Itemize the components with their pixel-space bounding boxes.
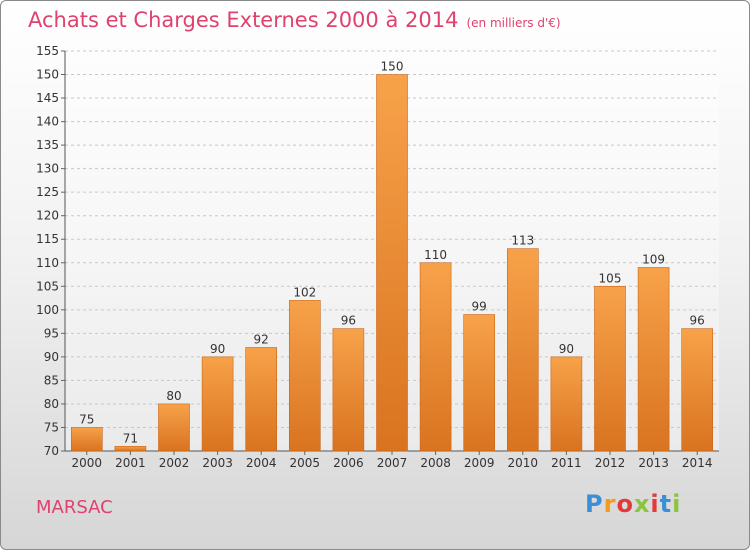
y-tick-label: 80 [44, 397, 59, 411]
x-tick-label: 2008 [420, 456, 451, 470]
chart-title: Achats et Charges Externes 2000 à 2014 [28, 8, 459, 32]
bar [550, 356, 583, 452]
data-label: 150 [381, 60, 404, 74]
bar [332, 328, 365, 452]
y-tick-label: 70 [44, 444, 59, 458]
bar [594, 285, 626, 452]
x-tick-label: 2003 [202, 456, 233, 470]
x-tick-label: 2001 [115, 456, 146, 470]
y-tick-label: 125 [36, 185, 59, 199]
data-label: 90 [210, 342, 225, 356]
y-tick-label: 75 [44, 420, 59, 434]
y-tick-label: 155 [36, 44, 59, 58]
y-tick-label: 110 [36, 256, 59, 270]
chart-unit: (en milliers d'€) [466, 16, 561, 30]
data-label: 75 [79, 412, 94, 426]
x-tick-label: 2006 [333, 456, 364, 470]
bar [637, 267, 670, 452]
x-tick-label: 2005 [290, 456, 321, 470]
data-label: 90 [559, 342, 574, 356]
y-tick-label: 90 [44, 350, 59, 364]
data-label: 113 [511, 234, 534, 248]
bar [158, 403, 190, 452]
x-tick-label: 2007 [377, 456, 408, 470]
bar [245, 347, 277, 452]
y-tick-label: 140 [36, 115, 59, 129]
data-label: 109 [642, 252, 665, 266]
logo-letter: o [616, 490, 634, 518]
y-tick-label: 100 [36, 303, 59, 317]
bar [463, 314, 496, 452]
bar [419, 262, 452, 452]
x-tick-label: 2010 [508, 456, 539, 470]
commune-name: MARSAC [36, 497, 113, 518]
data-label: 96 [341, 314, 356, 328]
y-tick-label: 85 [44, 373, 59, 387]
y-tick-label: 95 [44, 326, 59, 340]
x-tick-label: 2013 [638, 456, 669, 470]
proxiti-logo: Proxiti [585, 490, 681, 518]
y-tick-label: 105 [36, 279, 59, 293]
bar [681, 328, 714, 452]
title-row: Achats et Charges Externes 2000 à 2014 (e… [28, 8, 561, 32]
logo-letter: i [650, 490, 660, 518]
x-tick-label: 2009 [464, 456, 495, 470]
data-label: 102 [293, 285, 316, 299]
y-tick-label: 120 [36, 209, 59, 223]
y-tick-label: 145 [36, 91, 59, 105]
data-label: 92 [254, 332, 269, 346]
bar [201, 356, 234, 452]
data-label: 105 [599, 271, 622, 285]
logo-letter: i [672, 490, 682, 518]
y-tick-label: 135 [36, 138, 59, 152]
y-tick-label: 150 [36, 68, 59, 82]
y-tick-label: 130 [36, 162, 59, 176]
bar [288, 300, 321, 452]
y-tick-label: 115 [36, 232, 59, 246]
x-tick-label: 2002 [159, 456, 190, 470]
x-tick-label: 2012 [595, 456, 626, 470]
x-tick-label: 2004 [246, 456, 277, 470]
logo-letter: x [633, 490, 651, 518]
data-label: 80 [166, 389, 181, 403]
data-label: 99 [472, 300, 487, 314]
data-label: 96 [690, 314, 705, 328]
logo-letter: t [659, 490, 673, 518]
x-tick-label: 2000 [72, 456, 103, 470]
data-label: 71 [123, 431, 138, 445]
x-tick-label: 2014 [682, 456, 713, 470]
x-tick-label: 2011 [551, 456, 582, 470]
bar [114, 445, 147, 452]
bar [376, 74, 408, 452]
logo-letter: P [585, 490, 604, 518]
bar [71, 427, 103, 452]
data-label: 110 [424, 248, 447, 262]
bar [506, 248, 539, 452]
logo-letter: r [603, 490, 617, 518]
